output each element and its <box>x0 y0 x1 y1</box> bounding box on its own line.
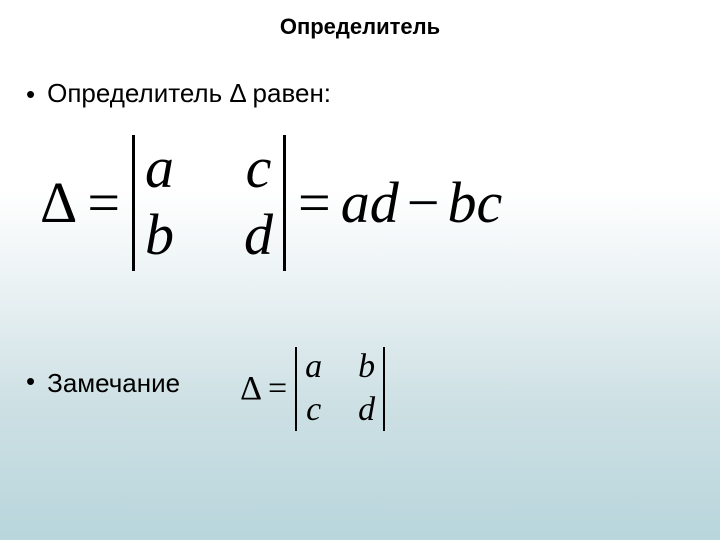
fb-t1: ad <box>341 169 399 236</box>
bullet-1-pre: Определитель <box>47 78 229 108</box>
fb-eq1: = <box>77 169 130 236</box>
fs-m22: d <box>358 389 375 432</box>
formula-big: Δ = a b c d = ad − bc <box>0 131 720 274</box>
fb-minus: − <box>399 169 448 236</box>
bullet-1-text: Определитель Δ равен: <box>47 78 331 109</box>
bullet-2: • Замечание Δ = a c b d <box>0 344 720 433</box>
fb-col2: c d <box>236 131 281 274</box>
fb-delta: Δ <box>40 169 77 236</box>
fb-m12: c <box>244 135 273 202</box>
vbar-icon <box>295 347 297 431</box>
fb-t2: bc <box>447 169 502 236</box>
fs-col2: b d <box>352 344 381 433</box>
fs-m12: b <box>358 346 375 389</box>
bullet-1-post: равен: <box>245 78 331 108</box>
bullet-1: • Определитель Δ равен: <box>0 78 720 109</box>
fb-col1: a b <box>137 131 182 274</box>
fs-eq: = <box>262 370 293 408</box>
fs-m11: a <box>305 346 322 389</box>
fs-delta: Δ <box>240 370 262 408</box>
formula-small: Δ = a c b d <box>240 344 387 433</box>
vbar-icon <box>132 135 135 271</box>
fb-m22: d <box>244 202 273 269</box>
bullet-2-text: Замечание <box>47 344 180 399</box>
bullet-dot-icon: • <box>26 81 35 107</box>
fb-m11: a <box>145 135 174 202</box>
bullet-dot-icon: • <box>26 344 35 394</box>
fb-eq2: = <box>288 169 341 236</box>
fs-m21: c <box>305 389 322 432</box>
vbar-icon <box>383 347 385 431</box>
bullet-1-delta: Δ <box>229 78 245 108</box>
fs-col1: a c <box>299 344 328 433</box>
vbar-icon <box>283 135 286 271</box>
fb-m21: b <box>145 202 174 269</box>
slide-title: Определитель <box>0 0 720 40</box>
